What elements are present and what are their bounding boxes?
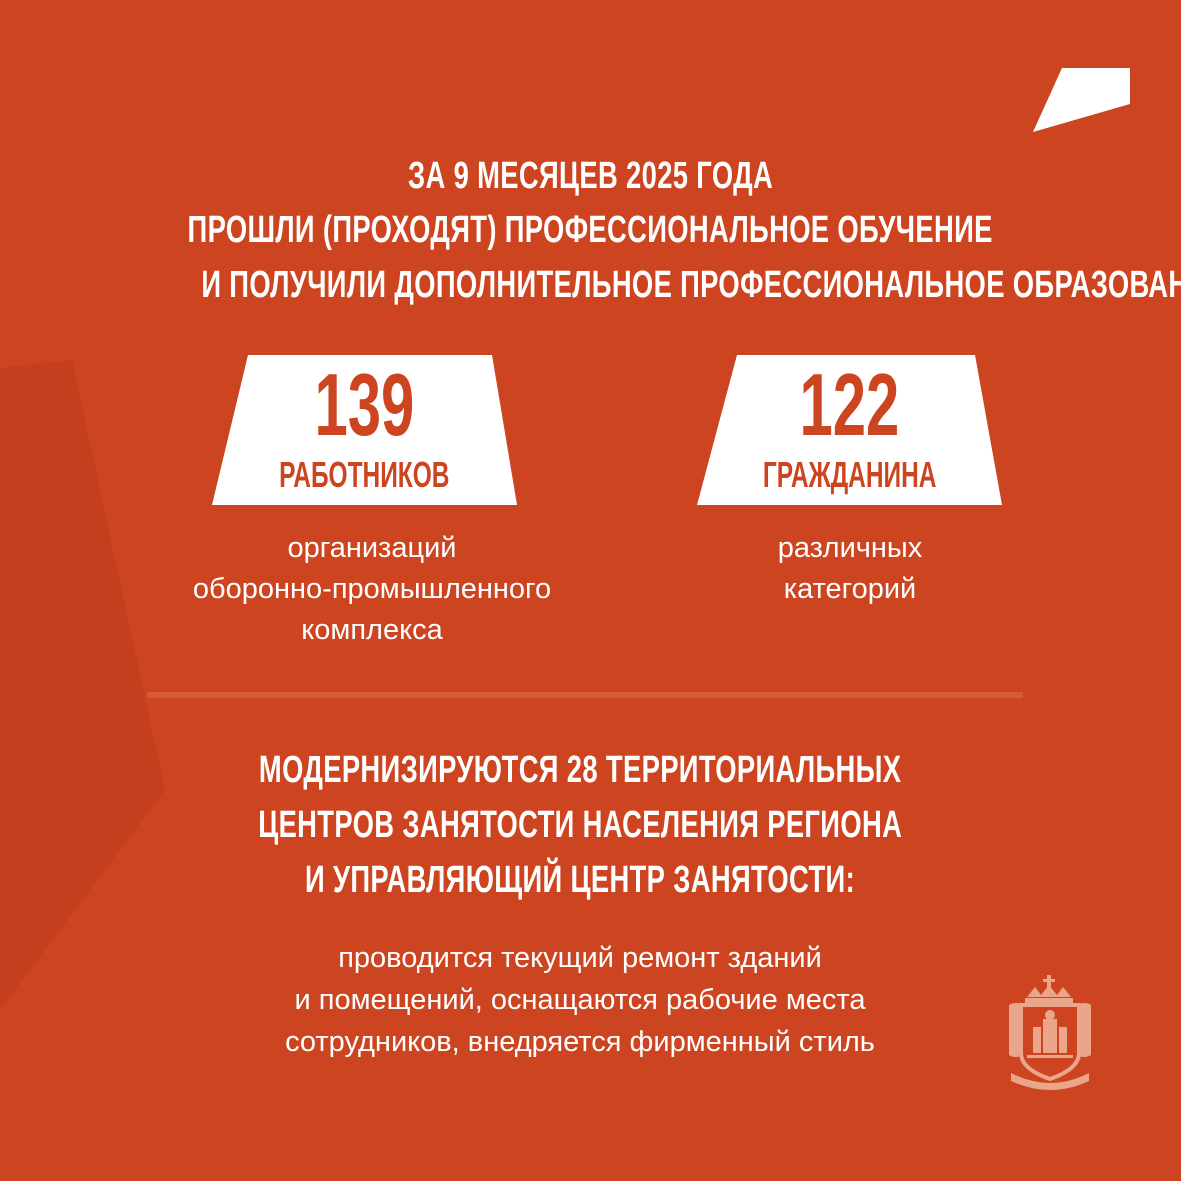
regional-coat-of-arms-icon: [1009, 975, 1091, 1090]
stat-value: 139: [314, 355, 415, 454]
heading-2-line: И УПРАВЛЯЮЩИЙ ЦЕНТР ЗАНЯТОСТИ:: [304, 859, 856, 901]
heading-1-line: ЗА 9 МЕСЯЦЕВ 2025 ГОДА: [407, 155, 774, 197]
heading-1-line: ПРОШЛИ (ПРОХОДЯТ) ПРОФЕССИОНАЛЬНОЕ ОБУЧЕ…: [187, 209, 994, 251]
stat-unit: ГРАЖДАНИНА: [762, 454, 937, 495]
heading-1-line: И ПОЛУЧИЛИ ДОПОЛНИТЕЛЬНОЕ ПРОФЕССИОНАЛЬН…: [201, 264, 1181, 306]
corner-flag-shape: [1033, 68, 1130, 132]
stat-card-workers: 139 РАБОТНИКОВ: [212, 355, 517, 505]
heading-2-line: ЦЕНТРОВ ЗАНЯТОСТИ НАСЕЛЕНИЯ РЕГИОНА: [258, 804, 902, 846]
stat-description-citizens: различных категорий: [777, 532, 923, 605]
background-dark-polygon: [0, 360, 165, 1010]
stat-value: 122: [799, 355, 900, 454]
section-divider: [147, 692, 1023, 698]
heading-2-line: МОДЕРНИЗИРУЮТСЯ 28 ТЕРРИТОРИАЛЬНЫХ: [258, 749, 902, 791]
stat-card-citizens: 122 ГРАЖДАНИНА: [697, 355, 1002, 505]
stat-description-workers: организаций оборонно-промышленного компл…: [192, 532, 552, 646]
modernization-details: проводится текущий ремонт зданий и помещ…: [285, 942, 875, 1058]
stat-unit: РАБОТНИКОВ: [279, 454, 450, 495]
